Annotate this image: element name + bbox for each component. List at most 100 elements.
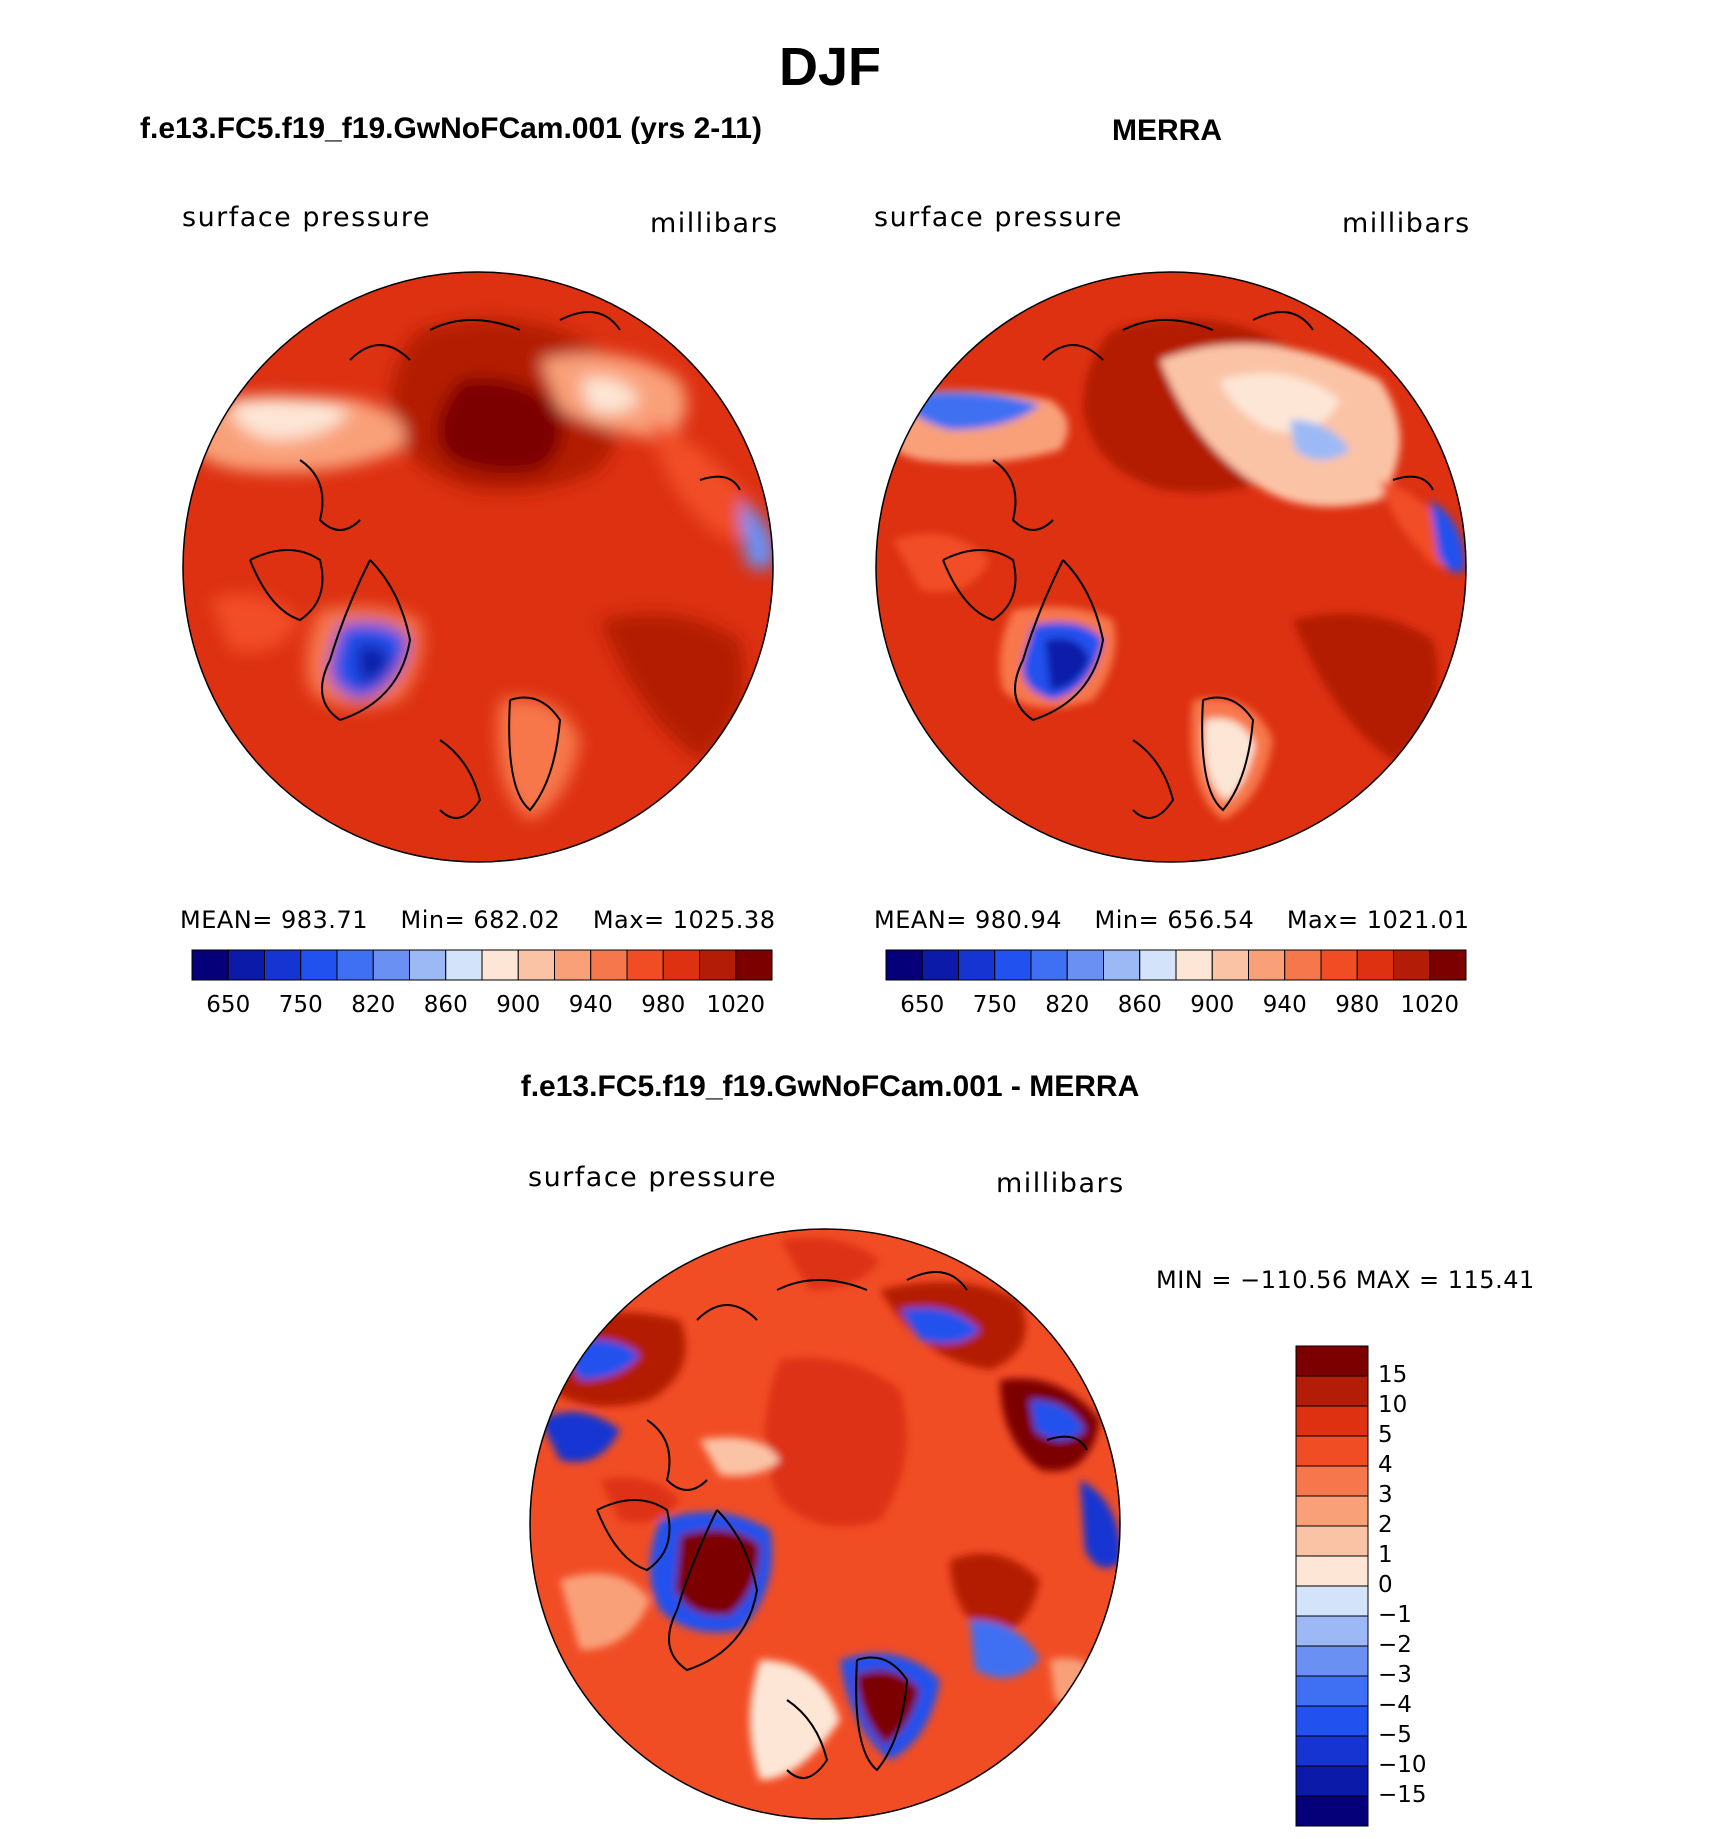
diff-colorbar-swatch bbox=[1295, 1585, 1369, 1617]
panel-2-colorbar-swatch bbox=[1248, 949, 1286, 981]
diff-colorbar-swatch bbox=[1295, 1465, 1369, 1497]
panel-1-colorbar-swatch bbox=[735, 949, 773, 981]
panel-1-map-border bbox=[182, 271, 774, 863]
diff-colorbar-swatch bbox=[1295, 1435, 1369, 1467]
panel-2-colorbar-tick-label: 820 bbox=[1045, 992, 1090, 1018]
diff-colorbar-tick-label: 1 bbox=[1378, 1542, 1393, 1568]
panel-2-colorbar-tick-label: 650 bbox=[900, 992, 945, 1018]
panel-3-map-border bbox=[529, 1228, 1121, 1820]
panel-1-colorbar-swatch bbox=[590, 949, 628, 981]
panel-1-colorbar-tick-label: 1020 bbox=[706, 992, 766, 1018]
panel-2-units-label: millibars bbox=[1342, 208, 1471, 239]
panel-2-colorbar-tick-label: 940 bbox=[1262, 992, 1307, 1018]
panel-1-max-label: Max= bbox=[592, 906, 665, 934]
diff-colorbar-tick-label: 0 bbox=[1378, 1572, 1393, 1598]
panel-3-variable-label: surface pressure bbox=[528, 1162, 777, 1193]
panel-1-colorbar bbox=[191, 949, 773, 981]
panel-2-colorbar-swatch bbox=[1211, 949, 1249, 981]
figure-title: DJF bbox=[778, 37, 881, 97]
panel-1-title: f.e13.FC5.f19_f19.GwNoFCam.001 (yrs 2-11… bbox=[140, 112, 762, 145]
panel-1-min-label: Min= bbox=[400, 906, 466, 934]
diff-colorbar-swatch bbox=[1295, 1345, 1369, 1377]
panel-1-colorbar-tick-label: 820 bbox=[351, 992, 396, 1018]
panel-2-colorbar-tick-label: 1020 bbox=[1400, 992, 1460, 1018]
panel-2-colorbar-swatch bbox=[994, 949, 1032, 981]
panel-1-colorbar-swatch bbox=[264, 949, 302, 981]
diff-colorbar-tick-label: −4 bbox=[1378, 1692, 1412, 1718]
panel-1-colorbar-swatch bbox=[372, 949, 410, 981]
panel-2-map-border bbox=[875, 271, 1467, 863]
panel-1-units-label: millibars bbox=[650, 208, 779, 239]
diff-colorbar-swatch bbox=[1295, 1705, 1369, 1737]
panel-1-colorbar-tick-label: 980 bbox=[641, 992, 686, 1018]
panel-1-colorbar-swatch bbox=[409, 949, 447, 981]
panel-1-mean-value: 983.71 bbox=[281, 906, 368, 934]
panel-1-colorbar-swatch bbox=[699, 949, 737, 981]
diff-colorbar-swatch bbox=[1295, 1525, 1369, 1557]
diff-colorbar-swatch bbox=[1295, 1615, 1369, 1647]
panel-1-colorbar-swatch bbox=[662, 949, 700, 981]
diff-colorbar-swatch bbox=[1295, 1675, 1369, 1707]
panel-1-colorbar-swatch bbox=[554, 949, 592, 981]
diff-colorbar-swatch bbox=[1295, 1735, 1369, 1767]
panel-1-variable-label: surface pressure bbox=[182, 202, 431, 233]
panel-1-colorbar-tick-label: 900 bbox=[496, 992, 541, 1018]
diff-colorbar-swatch bbox=[1295, 1375, 1369, 1407]
panel-1-colorbar-swatch bbox=[300, 949, 338, 981]
panel-2-max-label: Max= bbox=[1286, 906, 1359, 934]
panel-1-mean-label: MEAN= bbox=[180, 906, 273, 934]
panel-2-max-value: 1021.01 bbox=[1366, 906, 1470, 934]
diff-colorbar-swatch bbox=[1295, 1645, 1369, 1677]
panel-2-colorbar-swatch bbox=[1320, 949, 1358, 981]
panel-2-min-value: 656.54 bbox=[1167, 906, 1255, 934]
diff-colorbar-tick-label: 4 bbox=[1378, 1452, 1393, 1478]
panel-2-mean-label: MEAN= bbox=[874, 906, 967, 934]
panel-2-colorbar-tick-label: 860 bbox=[1117, 992, 1162, 1018]
panel-2-colorbar-swatch bbox=[921, 949, 959, 981]
panel-2-colorbar-swatch bbox=[1284, 949, 1322, 981]
panel-1-colorbar-tick-label: 940 bbox=[568, 992, 613, 1018]
panel-3-minmax: MIN = −110.56 MAX = 115.41 bbox=[1156, 1266, 1535, 1294]
panel-1-colorbar-tick-label: 860 bbox=[423, 992, 468, 1018]
panel-1-colorbar-swatch bbox=[191, 949, 229, 981]
panel-1-stats: MEAN= 983.71 Min= 682.02 Max= 1025.38 bbox=[180, 906, 775, 934]
diff-colorbar-swatch bbox=[1295, 1495, 1369, 1527]
panel-3-map bbox=[530, 1229, 1120, 1819]
panel-1-colorbar-swatch bbox=[227, 949, 265, 981]
diff-colorbar-swatch bbox=[1295, 1555, 1369, 1587]
diff-colorbar-tick-label: −1 bbox=[1378, 1602, 1412, 1628]
panel-2-colorbar-swatch bbox=[1393, 949, 1431, 981]
panel-2-colorbar-tick-label: 750 bbox=[972, 992, 1017, 1018]
panel-2-mean-value: 980.94 bbox=[975, 906, 1062, 934]
diff-colorbar-tick-label: 2 bbox=[1378, 1512, 1393, 1538]
panel-2-colorbar-swatch bbox=[1066, 949, 1104, 981]
panel-2-variable-label: surface pressure bbox=[874, 202, 1123, 233]
panel-2-colorbar-swatch bbox=[885, 949, 923, 981]
panel-1-colorbar-swatch bbox=[336, 949, 374, 981]
diff-colorbar-tick-label: 15 bbox=[1378, 1362, 1408, 1388]
panel-2-colorbar-swatch bbox=[1429, 949, 1467, 981]
diff-colorbar-tick-label: −15 bbox=[1378, 1782, 1427, 1808]
panel-3-units-label: millibars bbox=[996, 1168, 1125, 1199]
panel-2-map bbox=[876, 272, 1466, 862]
panel-3-title: f.e13.FC5.f19_f19.GwNoFCam.001 - MERRA bbox=[520, 1070, 1140, 1103]
panel-2-min-label: Min= bbox=[1094, 906, 1160, 934]
diff-colorbar-tick-label: 5 bbox=[1378, 1422, 1393, 1448]
diff-colorbar-tick-label: −2 bbox=[1378, 1632, 1412, 1658]
panel-2-title: MERRA bbox=[1112, 114, 1222, 147]
panel-2-colorbar-swatch bbox=[1103, 949, 1141, 981]
panel-1-min-value: 682.02 bbox=[473, 906, 561, 934]
panel-2-colorbar bbox=[885, 949, 1467, 981]
diff-colorbar-tick-label: 3 bbox=[1378, 1482, 1393, 1508]
diff-colorbar bbox=[1295, 1345, 1369, 1827]
panel-1-colorbar-swatch bbox=[517, 949, 555, 981]
panel-1-map bbox=[183, 272, 773, 862]
diff-colorbar-tick-label: −5 bbox=[1378, 1722, 1412, 1748]
panel-1-colorbar-tick-label: 750 bbox=[278, 992, 323, 1018]
diff-colorbar-swatch bbox=[1295, 1765, 1369, 1797]
panel-2-colorbar-swatch bbox=[1356, 949, 1394, 981]
panel-2-colorbar-tick-label: 980 bbox=[1335, 992, 1380, 1018]
panel-1-colorbar-swatch bbox=[445, 949, 483, 981]
diff-colorbar-tick-label: −3 bbox=[1378, 1662, 1412, 1688]
